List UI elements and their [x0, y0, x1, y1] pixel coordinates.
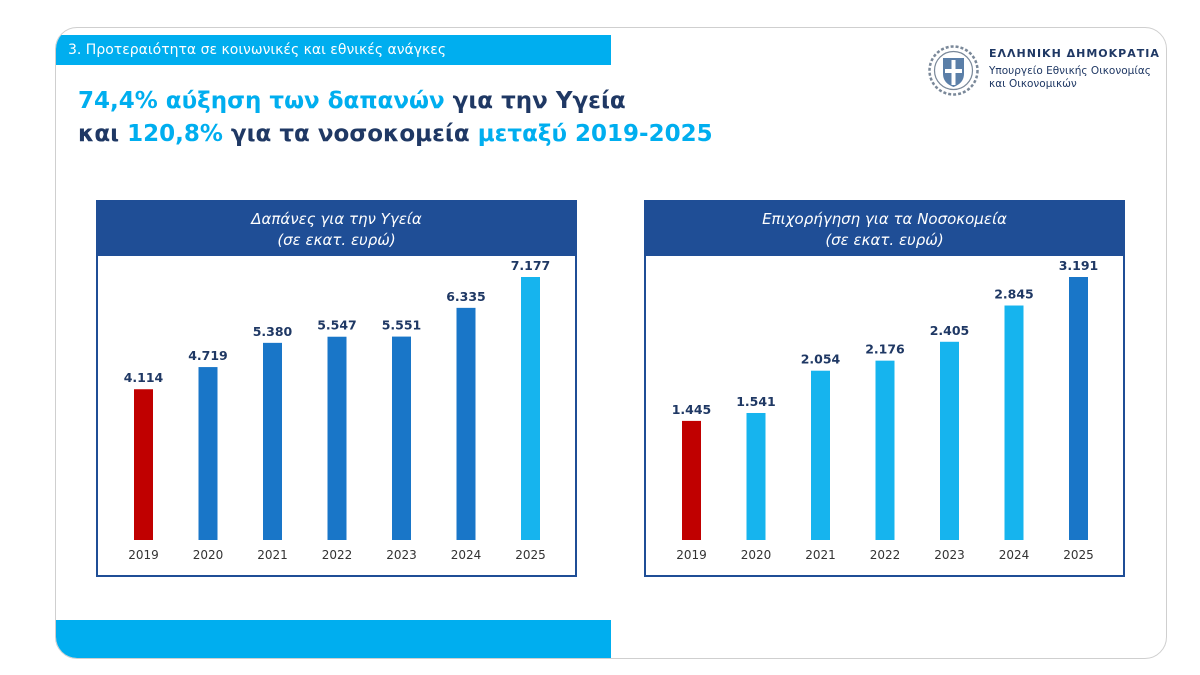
chart-hospitals-title: Επιχορήγηση για τα Νοσοκομεία [762, 210, 1007, 228]
health-bar-2023 [392, 336, 411, 540]
hospitals-bar-2021 [811, 370, 830, 540]
hospitals-value-label-2024: 2.845 [994, 287, 1034, 302]
health-category-label-2022: 2022 [322, 548, 353, 562]
hospitals-value-label-2023: 2.405 [930, 323, 970, 338]
chart-hospitals-plot: 1.445 2019 1.541 2020 2.054 2021 2.176 2022 2.40… [672, 258, 1099, 562]
ministry-name-line-1: Υπουργείο Εθνικής Οικονομίας [989, 65, 1151, 77]
hospitals-bar-2022 [875, 360, 895, 540]
health-bar-2021 [263, 342, 282, 540]
chart-health-subtitle: (σε εκατ. ευρώ) [277, 231, 396, 249]
health-category-label-2019: 2019 [128, 548, 159, 562]
hospitals-bar-2023 [940, 341, 959, 540]
headline-hospitals-text: για τα νοσοκομεία [222, 121, 478, 147]
health-category-label-2020: 2020 [193, 548, 224, 562]
headline-health-text: για την Υγεία [444, 88, 626, 114]
health-value-label-2024: 6.335 [446, 289, 486, 304]
health-category-label-2021: 2021 [257, 548, 288, 562]
health-category-label-2024: 2024 [451, 548, 482, 562]
health-value-label-2020: 4.719 [188, 348, 228, 363]
health-value-label-2025: 7.177 [511, 258, 551, 273]
health-bar-2020 [198, 367, 218, 540]
health-value-label-2019: 4.114 [124, 370, 164, 385]
headline-line-1: 74,4% αύξηση των δαπανών για την Υγεία [78, 87, 626, 115]
chart-health-title: Δαπάνες για την Υγεία [251, 210, 422, 228]
health-bar-2025 [521, 277, 540, 540]
hospitals-bar-2024 [1004, 305, 1024, 540]
hospitals-category-label-2025: 2025 [1063, 548, 1094, 562]
headline-line-2: και 120,8% για τα νοσοκομεία μεταξύ 2019… [78, 120, 713, 148]
health-value-label-2023: 5.551 [382, 318, 422, 333]
hospitals-category-label-2020: 2020 [741, 548, 772, 562]
headline-highlight-health: 74,4% αύξηση των δαπανών [78, 88, 445, 114]
health-value-label-2021: 5.380 [253, 324, 293, 339]
hospitals-category-label-2022: 2022 [870, 548, 901, 562]
hospitals-value-label-2021: 2.054 [801, 352, 841, 367]
slide: 3. Προτεραιότητα σε κοινωνικές και εθνικ… [55, 27, 1167, 659]
ministry-name: Υπουργείο Εθνικής Οικονομίας και Οικονομ… [989, 65, 1151, 91]
health-bar-2022 [327, 336, 347, 540]
section-bar: 3. Προτεραιότητα σε κοινωνικές και εθνικ… [56, 35, 611, 65]
health-category-label-2023: 2023 [386, 548, 417, 562]
chart-health-spending: Δαπάνες για την Υγεία (σε εκατ. ευρώ) 4.… [96, 200, 577, 577]
hospitals-value-label-2019: 1.445 [672, 402, 712, 417]
hospitals-category-label-2019: 2019 [676, 548, 707, 562]
hospitals-bar-2025 [1069, 277, 1088, 540]
health-value-label-2022: 5.547 [317, 318, 357, 333]
gov-title: ΕΛΛΗΝΙΚΗ ΔΗΜΟΚΡΑΤΙΑ [989, 47, 1160, 60]
bottom-bar [56, 620, 611, 658]
hospitals-category-label-2023: 2023 [934, 548, 965, 562]
hospitals-category-label-2024: 2024 [999, 548, 1030, 562]
health-category-label-2025: 2025 [515, 548, 546, 562]
chart-hospital-grants: Επιχορήγηση για τα Νοσοκομεία (σε εκατ. … [644, 200, 1125, 577]
health-bar-2019 [134, 389, 153, 540]
hospitals-value-label-2022: 2.176 [865, 342, 905, 357]
headline-period: μεταξύ 2019-2025 [477, 121, 713, 147]
headline-and-text: και [78, 121, 128, 147]
section-label: 3. Προτεραιότητα σε κοινωνικές και εθνικ… [68, 42, 447, 58]
chart-hospitals-header: Επιχορήγηση για τα Νοσοκομεία (σε εκατ. … [646, 202, 1123, 256]
ministry-name-line-2: και Οικονομικών [989, 78, 1077, 90]
greek-coat-of-arms-icon [928, 45, 979, 96]
chart-hospitals-subtitle: (σε εκατ. ευρώ) [825, 231, 944, 249]
chart-health-header: Δαπάνες για την Υγεία (σε εκατ. ευρώ) [98, 202, 575, 256]
hospitals-bar-2019 [682, 420, 701, 540]
health-bar-2024 [456, 307, 476, 540]
hospitals-category-label-2021: 2021 [805, 548, 836, 562]
headline-highlight-hospitals: 120,8% [127, 121, 223, 147]
chart-health-plot: 4.114 2019 4.719 2020 5.380 2021 5.547 2022 5.55… [124, 258, 551, 562]
hospitals-value-label-2020: 1.541 [736, 394, 776, 409]
hospitals-value-label-2025: 3.191 [1059, 258, 1099, 273]
hospitals-bar-2020 [746, 412, 766, 540]
